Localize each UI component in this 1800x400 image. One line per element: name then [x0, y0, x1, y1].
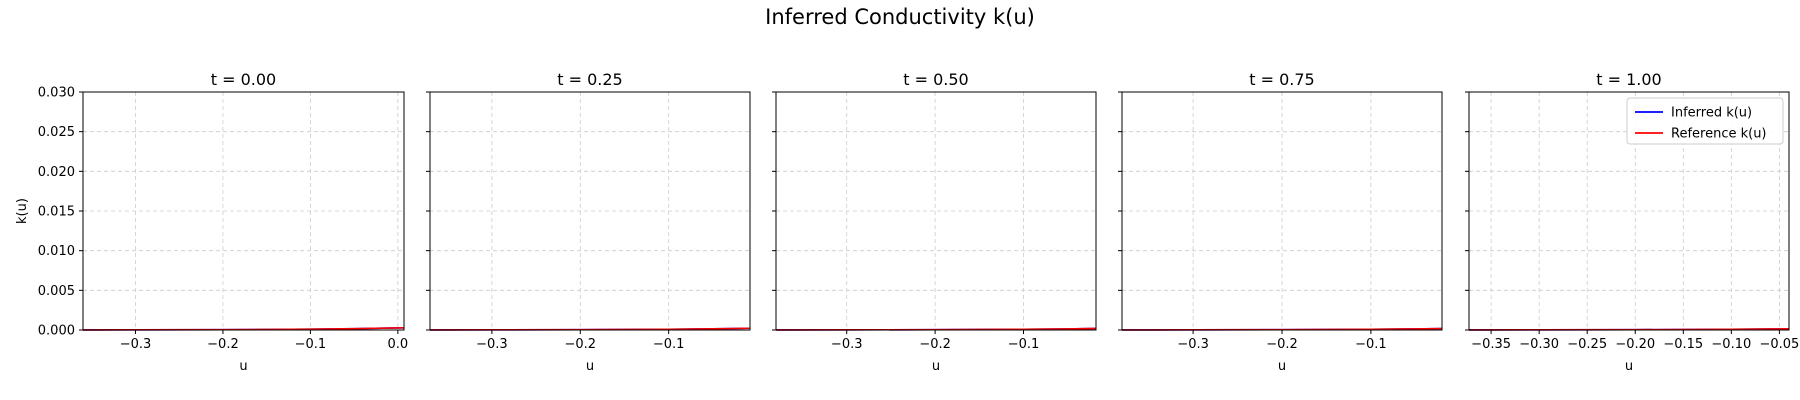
- panel-title: t = 0.75: [1249, 70, 1314, 89]
- panel-title: t = 0.00: [211, 70, 276, 89]
- y-tick-label: 0.015: [38, 205, 75, 220]
- legend-label: Inferred k(u): [1671, 106, 1752, 121]
- x-axis-label: u: [1625, 359, 1633, 374]
- panel-1: −0.3 −0.2 −0.1 t = 0.25 u: [426, 70, 751, 374]
- x-tick-label: −0.2: [919, 337, 951, 352]
- panel-title: t = 0.50: [903, 70, 968, 89]
- x-tick-label: −0.3: [1177, 337, 1209, 352]
- legend: Inferred k(u) Reference k(u): [1626, 97, 1784, 145]
- x-axis-label: u: [239, 359, 247, 374]
- x-tick-label: −0.10: [1711, 337, 1751, 352]
- x-tick-label: −0.3: [120, 337, 152, 352]
- axes-frame: [775, 91, 1097, 331]
- x-tick-label: −0.1: [1008, 337, 1040, 352]
- x-tick-label: −0.3: [831, 337, 863, 352]
- panel-0: −0.3 −0.2 −0.1 0.0 0.000 0.005 0.010 0.015 0.020…: [15, 70, 408, 374]
- y-axis-label: k(u): [15, 198, 30, 224]
- x-tick-label: −0.25: [1567, 337, 1607, 352]
- x-tick-label: −0.3: [476, 337, 508, 352]
- x-axis-label: u: [1278, 359, 1286, 374]
- axes-frame: [429, 91, 751, 331]
- panel-2: −0.3 −0.2 −0.1 t = 0.50 u: [772, 70, 1097, 374]
- figure-title: Inferred Conductivity k(u): [765, 5, 1035, 29]
- x-tick-label: −0.1: [295, 337, 327, 352]
- x-tick-label: −0.2: [1266, 337, 1298, 352]
- x-tick-label: 0.0: [388, 337, 409, 352]
- panels: −0.3 −0.2 −0.1 0.0 0.000 0.005 0.010 0.015 0.020…: [15, 70, 1799, 374]
- x-tick-label: −0.35: [1471, 337, 1511, 352]
- panel-3: −0.3 −0.2 −0.1 t = 0.75 u: [1118, 70, 1443, 374]
- legend-box: [1626, 97, 1784, 145]
- x-tick-label: −0.2: [564, 337, 596, 352]
- panel-4: −0.35 −0.30 −0.25 −0.20 −0.15 −0.10 −0.05 t = 1…: [1465, 70, 1799, 374]
- panel-title: t = 1.00: [1596, 70, 1661, 89]
- x-axis-label: u: [932, 359, 940, 374]
- x-axis-label: u: [586, 359, 594, 374]
- axes-frame: [82, 91, 405, 331]
- x-tick-label: −0.1: [1355, 337, 1387, 352]
- y-tick-label: 0.010: [38, 244, 75, 259]
- y-tick-label: 0.025: [38, 125, 75, 140]
- y-tick-label: 0.020: [38, 165, 75, 180]
- y-tick-label: 0.000: [38, 324, 75, 339]
- x-tick-label: −0.20: [1615, 337, 1655, 352]
- legend-label: Reference k(u): [1671, 127, 1767, 142]
- x-tick-label: −0.15: [1663, 337, 1703, 352]
- x-tick-label: −0.05: [1759, 337, 1799, 352]
- x-tick-label: −0.30: [1519, 337, 1559, 352]
- x-tick-label: −0.2: [207, 337, 239, 352]
- x-tick-label: −0.1: [653, 337, 685, 352]
- y-tick-label: 0.030: [38, 86, 75, 101]
- y-tick-label: 0.005: [38, 284, 75, 299]
- panel-title: t = 0.25: [557, 70, 622, 89]
